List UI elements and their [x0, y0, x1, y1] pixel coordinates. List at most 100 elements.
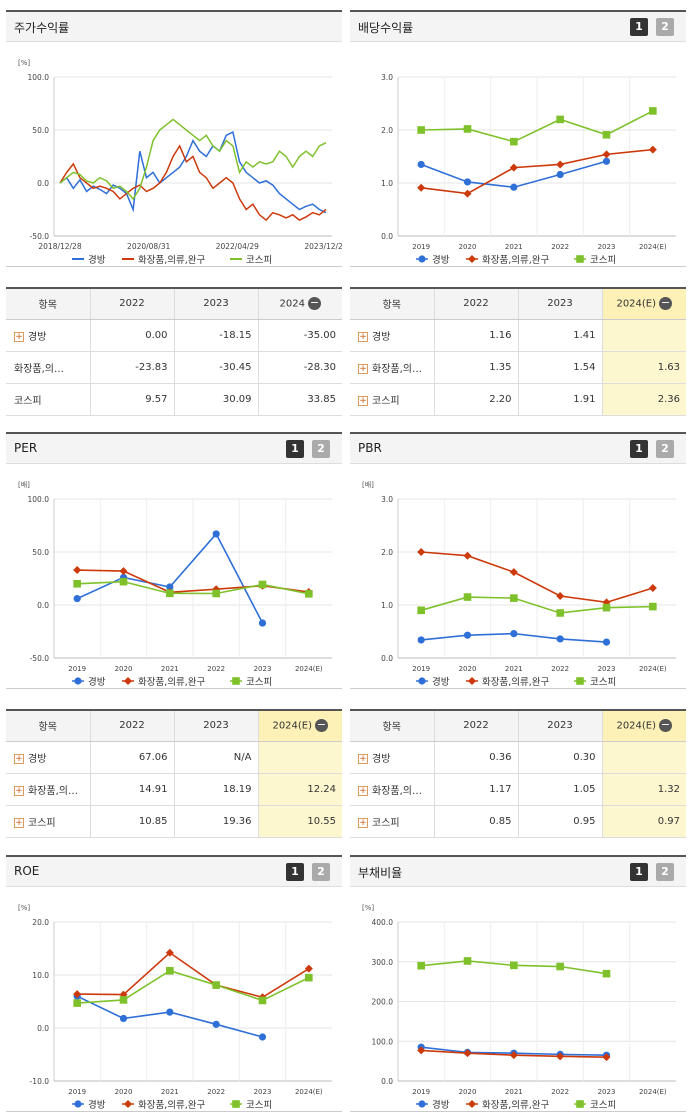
value-cell: 2.36	[601, 383, 686, 416]
data-point	[417, 183, 426, 192]
table-row: + 경방 1.16 1.41	[350, 319, 686, 352]
chart-tab-1-button[interactable]: 1	[630, 440, 648, 458]
data-point	[165, 948, 174, 957]
data-point	[417, 126, 425, 134]
row-label-cell: + 경방	[6, 319, 90, 352]
expand-icon[interactable]: +	[358, 785, 368, 796]
data-point	[212, 589, 220, 598]
collapse-icon[interactable]: −	[315, 718, 329, 733]
data-point	[602, 638, 611, 646]
x-tick-label: 2020/08/31	[127, 242, 170, 251]
pbr-panel: PBR 1 2 [배] 3.0 2.0 1.0 0.0 2019 2020 2021 2022 2…	[350, 432, 686, 689]
cell-text: 코스피	[372, 817, 400, 829]
data-point	[576, 677, 584, 685]
cell-text: 1.05	[573, 783, 596, 795]
x-tick-label: 2020	[459, 243, 477, 251]
cell-text: 경방	[28, 331, 47, 343]
x-tick-label: 2021	[505, 665, 523, 673]
series-line	[77, 580, 309, 595]
header-label: 2024(E)	[272, 720, 313, 732]
header-label: 2023	[547, 720, 573, 732]
chart-tab-1-button[interactable]: 1	[630, 18, 648, 36]
chart-tab-2-button[interactable]: 2	[656, 440, 674, 458]
collapse-icon[interactable]: −	[659, 296, 673, 311]
y-tick-label: 0.0	[37, 1024, 49, 1033]
debt-ratio-panel: 부채비율 1 2 [%] 400.0 300.0 200.0 100.0 0.0 2019 2…	[350, 855, 686, 1112]
data-point	[648, 145, 657, 154]
table-row: + 코스피 0.85 0.95 0.97	[350, 805, 686, 838]
row-label-cell: + 경방	[350, 319, 434, 352]
data-point	[556, 609, 564, 617]
header-label: 2022	[463, 298, 489, 310]
series-line	[421, 551, 654, 604]
chart-tab-2-button[interactable]: 2	[312, 863, 330, 881]
table-header-cell: 항목	[350, 711, 434, 742]
value-cell: 0.00	[89, 319, 174, 352]
table-row: + 코스피 2.20 1.91 2.36	[350, 383, 686, 416]
table-header-cell: 2023	[517, 289, 602, 320]
expand-icon[interactable]: +	[358, 817, 368, 828]
expand-icon[interactable]: +	[358, 331, 368, 342]
data-point	[509, 163, 518, 172]
expand-icon[interactable]: +	[14, 331, 24, 342]
table-header-cell: 2022	[433, 711, 518, 742]
collapse-icon[interactable]: −	[307, 296, 321, 311]
cell-text: 14.91	[138, 783, 168, 795]
header-label: 항목	[382, 722, 401, 734]
cell-text: 12.24	[307, 783, 336, 795]
legend-label: 코스피	[590, 677, 616, 688]
data-point	[212, 981, 220, 989]
x-tick-label: 2018/12/28	[38, 242, 81, 251]
data-point	[510, 594, 518, 602]
series-line	[77, 969, 310, 1004]
x-tick-label: 2023	[598, 665, 616, 673]
data-point	[468, 677, 476, 685]
data-point	[463, 593, 472, 601]
value-cell: 1.32	[601, 773, 686, 806]
data-point	[119, 577, 128, 586]
table-row: + 코스피 10.85 19.36 10.55	[6, 805, 342, 838]
chart-tab-2-button[interactable]: 2	[312, 440, 330, 458]
data-point	[602, 157, 611, 165]
x-tick-label: 2022	[551, 665, 569, 673]
dividend-yield-table: 항목 2022 2023 2024(E) − + 경방 1.16 1.41 + 화장품,의… 1.35…	[350, 287, 686, 416]
expand-icon[interactable]: +	[358, 753, 368, 764]
table-row: 화장품,의… -23.83 -30.45 -28.30	[6, 351, 342, 384]
chart-tab-1-button[interactable]: 1	[286, 440, 304, 458]
row-label-cell: + 경방	[6, 741, 90, 774]
expand-icon[interactable]: +	[14, 753, 24, 764]
cell-text: 1.35	[489, 361, 512, 373]
table-header-cell: 2024(E) −	[601, 711, 686, 742]
unit-label: [%]	[362, 904, 374, 912]
panel-header: PER 1 2	[6, 434, 342, 464]
data-point	[556, 170, 564, 179]
data-table: 항목 2022 2023 2024(E) − + 경방 67.06 N/A + 화장품,의… 14.9…	[6, 711, 342, 838]
cell-text: -35.00	[303, 329, 336, 341]
data-point	[463, 178, 472, 186]
expand-icon[interactable]: +	[358, 395, 368, 406]
value-cell: 0.97	[601, 805, 686, 838]
cell-text: 1.41	[573, 329, 596, 341]
data-point	[468, 255, 476, 263]
panel-header: ROE 1 2	[6, 857, 342, 887]
data-point	[166, 589, 174, 598]
panel-header: 주가수익률	[6, 12, 342, 42]
expand-icon[interactable]: +	[14, 817, 24, 828]
value-cell: 1.05	[517, 773, 602, 806]
chart-tab-1-button[interactable]: 1	[286, 863, 304, 881]
data-point	[418, 1100, 426, 1108]
chart-tab-2-button[interactable]: 2	[656, 18, 674, 36]
data-point	[602, 130, 611, 139]
table-row: + 경방 0.00 -18.15 -35.00	[6, 319, 342, 352]
dividend-yield-chart: 3.0 2.0 1.0 0.0 2019 2020 2021 2022 2023 2024(E) 경…	[381, 73, 676, 266]
header-label: 2024	[279, 298, 305, 310]
panel-title: ROE	[14, 864, 40, 878]
chart-tab-1-button[interactable]: 1	[630, 863, 648, 881]
chart-tab-2-button[interactable]: 2	[656, 863, 674, 881]
expand-icon[interactable]: +	[14, 785, 24, 796]
y-tick-label: -10.0	[30, 1077, 50, 1086]
expand-icon[interactable]: +	[358, 363, 368, 374]
collapse-icon[interactable]: −	[659, 718, 673, 733]
value-cell: 0.85	[433, 805, 518, 838]
cell-text: -23.83	[135, 361, 168, 373]
